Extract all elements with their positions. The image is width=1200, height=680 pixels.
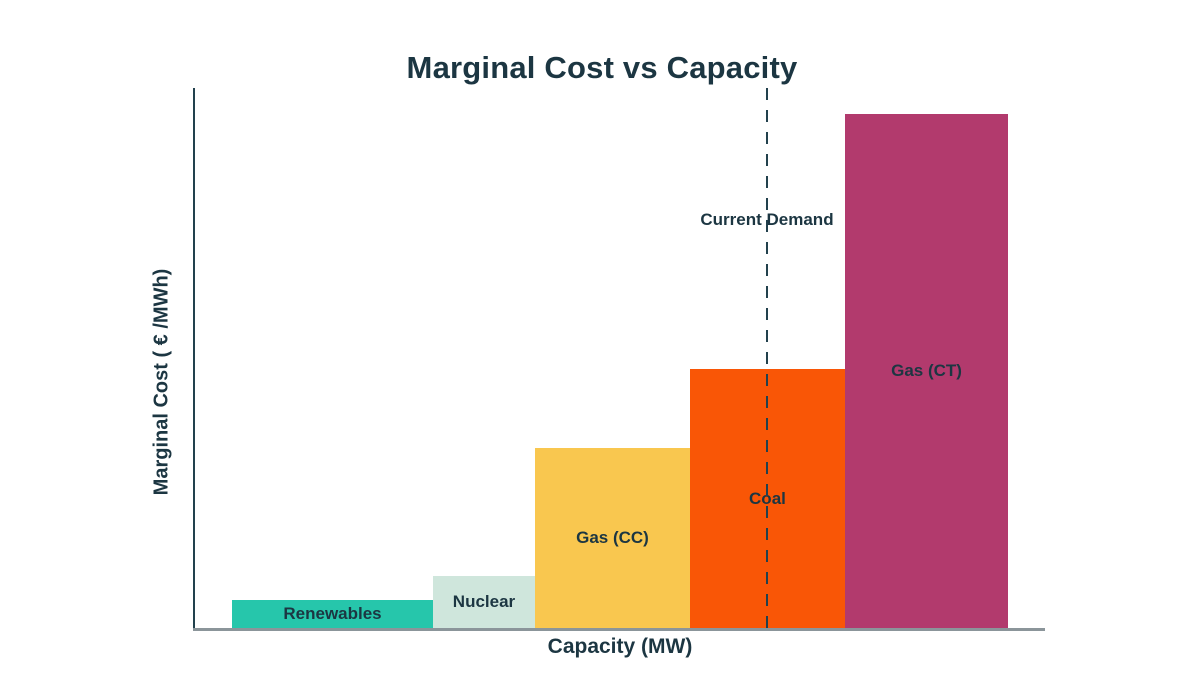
demand-line-label: Current Demand [700,210,834,229]
y-axis-label: Marginal Cost ( € /MWh) [150,268,173,496]
bar-gas-cc: Gas (CC) [534,448,690,628]
bar-label-nuclear: Nuclear [452,592,516,611]
x-axis-line [193,628,1045,631]
current-demand-dashed-line [765,88,768,628]
bar-renewables: Renewables [232,599,433,628]
bar-gas-ct: Gas (CT) [845,113,1009,628]
x-axis-label: Capacity (MW) [547,635,693,658]
bar-nuclear: Nuclear [433,576,535,628]
chart-title: Marginal Cost vs Capacity [406,50,798,85]
y-axis-line [193,88,195,628]
plot-area: Current Demand Renewables Nuclear Gas (CC)… [193,88,1045,631]
bar-label-gas-ct: Gas (CT) [891,360,962,380]
bar-label-renewables: Renewables [283,603,382,623]
bar-label-gas-cc: Gas (CC) [576,528,649,548]
